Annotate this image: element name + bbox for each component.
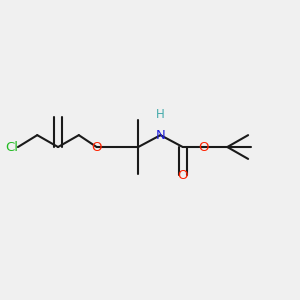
Text: O: O — [198, 140, 209, 154]
Text: Cl: Cl — [5, 140, 18, 154]
Text: O: O — [92, 140, 102, 154]
Text: O: O — [178, 169, 188, 182]
Text: N: N — [156, 129, 165, 142]
Text: H: H — [156, 108, 165, 122]
